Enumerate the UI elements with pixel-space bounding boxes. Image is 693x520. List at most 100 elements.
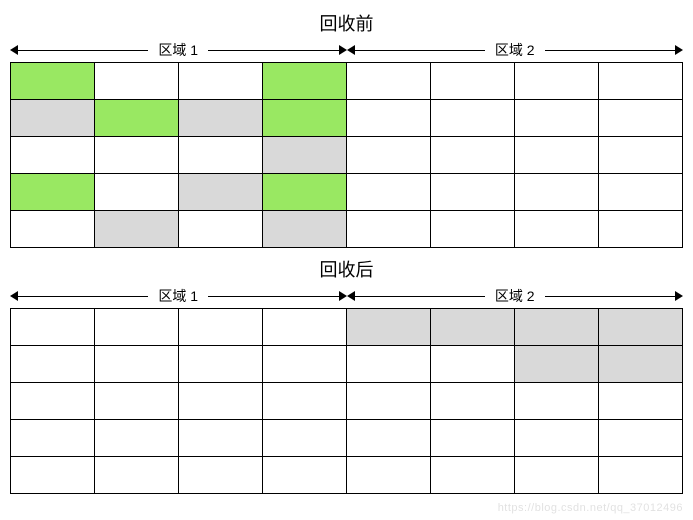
grid-cell [431,211,515,248]
grid-cell [11,100,95,137]
grid-cell [347,137,431,174]
grid-cell [263,309,347,346]
grid-cell [263,457,347,494]
region-2-label: 区域 2 [485,286,545,306]
grid-cell [347,174,431,211]
grid-cell [347,211,431,248]
grid-cell [431,383,515,420]
grid-cell [515,174,599,211]
arrow-left-icon [10,45,18,55]
grid-cell [95,383,179,420]
grid-row [11,309,683,346]
grid-cell [179,346,263,383]
grid-cell [347,100,431,137]
grid-cell [11,420,95,457]
grid-cell [179,420,263,457]
grid-cell [599,457,683,494]
grid-cell [263,346,347,383]
region-1-header: 区域 1 [10,40,347,60]
arrow-left-icon [10,291,18,301]
grid-row [11,383,683,420]
grid-cell [347,383,431,420]
grid-cell [599,174,683,211]
grid-cell [263,211,347,248]
grid-cell [11,63,95,100]
grid-cell [515,383,599,420]
grid-cell [599,346,683,383]
grid-cell [431,63,515,100]
grid-cell [599,137,683,174]
grid-cell [599,309,683,346]
grid-cell [599,63,683,100]
arrow-right-icon [339,45,347,55]
grid-cell [179,457,263,494]
grid-cell [179,100,263,137]
region-2-label: 区域 2 [485,40,545,60]
grid-cell [263,100,347,137]
grid-cell [95,457,179,494]
grid-cell [515,457,599,494]
grid-cell [179,309,263,346]
before-section: 回收前 区域 1 区域 2 [10,10,683,248]
grid-row [11,63,683,100]
grid-cell [263,383,347,420]
grid-cell [347,457,431,494]
after-title: 回收后 [10,256,683,282]
grid-cell [179,383,263,420]
region-2-header: 区域 2 [347,40,684,60]
grid-cell [431,309,515,346]
grid-cell [95,137,179,174]
grid-cell [347,420,431,457]
arrow-right-icon [675,291,683,301]
grid-cell [95,174,179,211]
grid-cell [11,457,95,494]
grid-row [11,211,683,248]
grid-cell [515,211,599,248]
grid-cell [95,346,179,383]
grid-cell [11,137,95,174]
grid-cell [515,309,599,346]
grid-cell [347,309,431,346]
grid-cell [179,211,263,248]
grid-row [11,137,683,174]
grid-cell [179,174,263,211]
grid-cell [95,211,179,248]
grid-cell [179,137,263,174]
grid-cell [431,174,515,211]
grid-row [11,174,683,211]
before-title: 回收前 [10,10,683,36]
grid-cell [515,346,599,383]
after-region-bar: 区域 1 区域 2 [10,286,683,306]
grid-cell [11,383,95,420]
grid-cell [95,100,179,137]
grid-cell [263,137,347,174]
grid-cell [95,63,179,100]
grid-cell [431,457,515,494]
grid-row [11,457,683,494]
grid-cell [599,420,683,457]
grid-cell [11,211,95,248]
grid-cell [347,346,431,383]
grid-cell [431,346,515,383]
grid-cell [515,137,599,174]
after-grid [10,308,683,494]
region-1-label: 区域 1 [148,40,208,60]
grid-cell [599,211,683,248]
grid-cell [515,420,599,457]
region-1-label: 区域 1 [148,286,208,306]
grid-cell [431,420,515,457]
arrow-right-icon [339,291,347,301]
grid-cell [95,309,179,346]
grid-cell [11,174,95,211]
grid-cell [263,420,347,457]
grid-cell [599,100,683,137]
grid-cell [179,63,263,100]
grid-row [11,420,683,457]
grid-cell [431,137,515,174]
watermark-text: https://blog.csdn.net/qq_37012496 [498,502,683,514]
after-section: 回收后 区域 1 区域 2 [10,256,683,494]
grid-cell [599,383,683,420]
region-2-header: 区域 2 [347,286,684,306]
grid-cell [431,100,515,137]
grid-row [11,346,683,383]
